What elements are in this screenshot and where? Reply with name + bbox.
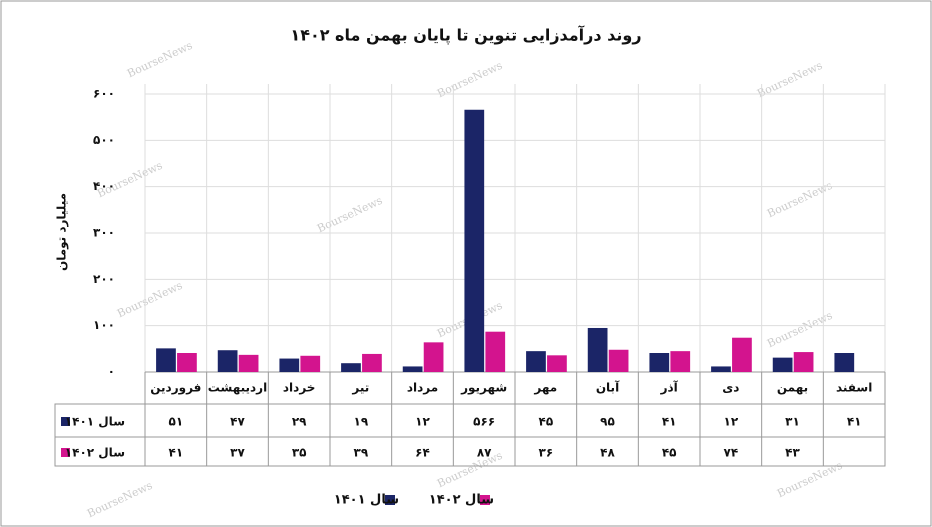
bar [732,337,752,372]
data-label: ۳۷ [230,446,245,460]
data-label: ۳۱ [785,415,800,429]
data-label: ۱۲ [415,415,430,429]
bar [793,352,814,372]
legend-key [61,417,70,426]
x-tick-label: آذر [660,380,679,395]
data-label: ۶۴ [415,446,430,460]
bar [217,350,238,372]
bar [608,349,629,372]
y-tick-label: ۴۰۰ [93,179,115,193]
bar [587,327,608,372]
bar [485,331,506,372]
bar [300,355,321,372]
bar [834,353,855,372]
data-label: ۱۲ [724,415,739,429]
bar [711,366,731,372]
data-label: ۹۵ [600,415,615,429]
data-label: ۵۱ [169,415,184,429]
bar [526,351,546,372]
bar [238,354,259,372]
y-axis-label: میلیارد تومان [55,193,70,271]
data-label: ۲۹ [292,415,307,429]
bar [423,342,444,372]
bar [464,109,485,373]
data-label: ۳۵ [292,446,307,460]
y-tick-label: ۲۰۰ [93,272,115,286]
data-label: ۴۷ [230,415,245,429]
bar [772,357,793,372]
legend-key [385,495,395,505]
x-tick-label: دی [722,381,739,395]
bar [402,366,423,372]
bar [547,355,567,372]
data-label: ۴۵ [539,415,554,429]
legend-label: سال ۱۴۰۱ [334,493,399,508]
x-tick-label: اردیبهشت [208,381,267,395]
bar [177,353,197,372]
bar [341,363,361,372]
data-label: ۴۱ [662,415,677,429]
data-label: ۳۶ [539,446,554,460]
y-tick-label: ۶۰۰ [93,87,115,101]
data-label: ۷۴ [724,446,739,460]
x-tick-label: خرداد [283,381,316,395]
bar [649,353,670,372]
bar [362,353,382,372]
x-tick-label: فروردین [150,381,201,396]
data-label: ۵۶۶ [473,415,495,429]
data-label: ۴۳ [785,446,800,460]
x-tick-label: تیر [351,381,369,395]
y-tick-label: ۱۰۰ [93,318,115,332]
bar [670,351,691,372]
data-label: ۴۱ [169,446,184,460]
series-label: سال ۱۴۰۲ [65,446,125,460]
y-tick-label: ۳۰۰ [93,226,115,240]
y-tick-label: ۵۰۰ [93,133,115,147]
y-tick-label: ۰ [108,365,115,379]
data-label: ۴۱ [847,415,862,429]
x-tick-label: مهر [533,381,557,395]
data-label: ۴۵ [662,446,677,460]
data-label: ۳۹ [354,446,369,460]
bar [279,358,300,372]
series-label: سال ۱۴۰۱ [65,415,125,429]
chart-title: روند درآمدزایی تنوین تا پایان بهمن ماه ۱… [290,25,641,46]
x-tick-label: بهمن [777,381,808,395]
data-label: ۴۸ [600,446,615,460]
legend-label: سال ۱۴۰۲ [429,493,494,508]
legend-key [480,495,490,505]
x-tick-label: شهریور [460,381,507,396]
x-tick-label: اسفند [836,381,872,395]
data-label: ۱۹ [354,415,369,429]
x-tick-label: آبان [596,380,620,395]
x-tick-label: مرداد [407,381,438,395]
bar [156,348,176,372]
legend-key [61,448,70,457]
data-label: ۸۷ [477,446,492,460]
